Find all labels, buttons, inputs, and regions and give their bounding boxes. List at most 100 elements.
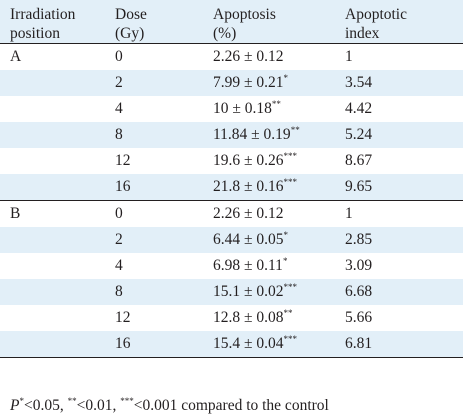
cell-apoptotic-index: 1 xyxy=(337,200,463,227)
header-row: Irradiation position Dose (Gy) Apoptosis… xyxy=(0,0,463,44)
cell-apoptosis: 6.98 ± 0.11* xyxy=(205,253,337,279)
significance-marker: * xyxy=(283,73,289,83)
cell-apoptotic-index: 6.68 xyxy=(345,283,373,300)
footnote-text-2: <0.01, xyxy=(76,397,121,414)
apoptosis-value: 2.26 ± 0.12 xyxy=(213,205,284,222)
cell-apoptosis: 2.26 ± 0.12 xyxy=(205,43,337,70)
cell-apoptotic-index: 8.67 xyxy=(345,152,373,169)
significance-marker: ** xyxy=(290,125,300,135)
apoptosis-value: 10 ± 0.18 xyxy=(213,100,272,117)
header-dose: Dose (Gy) xyxy=(107,0,205,44)
cell-position xyxy=(0,96,107,122)
header-line: Apoptosis xyxy=(213,6,276,23)
apoptosis-value: 6.44 ± 0.05 xyxy=(213,231,284,248)
table-row: 16 15.4 ± 0.04*** 6.81 xyxy=(0,331,463,358)
cell-apoptosis: 6.44 ± 0.05* xyxy=(205,227,337,253)
apoptosis-value: 21.8 ± 0.16 xyxy=(213,178,284,195)
cell-apoptosis: 11.84 ± 0.19** xyxy=(205,122,337,148)
cell-apoptotic-index: 5.24 xyxy=(345,126,373,143)
cell-position xyxy=(0,227,107,253)
cell-position: A xyxy=(0,43,107,70)
apoptosis-value: 6.98 ± 0.11 xyxy=(213,257,283,274)
cell-dose: 4 xyxy=(115,257,123,274)
header-line: Irradiation xyxy=(10,6,76,23)
apoptosis-value: 15.1 ± 0.02 xyxy=(213,283,284,300)
cell-position: B xyxy=(0,200,107,227)
header-line: (%) xyxy=(213,25,237,42)
cell-dose: 4 xyxy=(115,100,123,117)
footnote-sig-3: *** xyxy=(120,396,134,406)
header-line: Dose xyxy=(115,6,147,23)
table-row: 4 10 ± 0.18** 4.42 xyxy=(0,96,463,122)
header-apoptosis: Apoptosis (%) xyxy=(205,0,337,44)
cell-position xyxy=(0,174,107,201)
significance-marker: ** xyxy=(271,99,281,109)
cell-dose: 2 xyxy=(115,231,123,248)
cell-apoptosis: 10 ± 0.18** xyxy=(205,96,337,122)
cell-dose: 16 xyxy=(107,331,205,358)
cell-position xyxy=(0,148,107,174)
significance-marker: *** xyxy=(283,334,298,344)
table-row: 16 21.8 ± 0.16*** 9.65 xyxy=(0,174,463,201)
significance-marker: *** xyxy=(283,151,298,161)
cell-apoptotic-index: 9.65 xyxy=(345,178,373,195)
table-row: 2 6.44 ± 0.05* 2.85 xyxy=(0,227,463,253)
apoptosis-value: 19.6 ± 0.26 xyxy=(213,152,284,169)
cell-apoptosis: 12.8 ± 0.08** xyxy=(205,305,337,331)
cell-dose: 2 xyxy=(115,74,123,91)
cell-dose: 0 xyxy=(107,200,205,227)
table-row: B 0 2.26 ± 0.12 1 xyxy=(0,200,463,227)
cell-dose: 16 xyxy=(115,178,131,195)
cell-dose: 8 xyxy=(115,126,123,143)
cell-position xyxy=(0,331,107,358)
cell-apoptosis: 7.99 ± 0.21* xyxy=(205,70,337,96)
significance-marker: * xyxy=(283,230,289,240)
footnote-sig-1: * xyxy=(19,396,24,406)
cell-position xyxy=(0,305,107,331)
table-row: 2 7.99 ± 0.21* 3.54 xyxy=(0,70,463,96)
header-line: (Gy) xyxy=(115,25,145,42)
cell-position xyxy=(0,279,107,305)
cell-apoptotic-index: 4.42 xyxy=(345,100,373,117)
cell-dose: 8 xyxy=(115,283,123,300)
table-body: A 0 2.26 ± 0.12 1 2 7.99 ± 0.21* 3.54 4 10 ± 0.1… xyxy=(0,43,463,358)
cell-apoptotic-index: 5.66 xyxy=(345,309,373,326)
table-row: 12 12.8 ± 0.08** 5.66 xyxy=(0,305,463,331)
header-line: Apoptotic xyxy=(345,6,407,23)
apoptosis-table: Irradiation position Dose (Gy) Apoptosis… xyxy=(0,0,463,358)
cell-apoptotic-index: 3.54 xyxy=(345,74,373,91)
cell-apoptosis: 15.1 ± 0.02*** xyxy=(205,279,337,305)
footnote-text-3: <0.001 compared to the control xyxy=(133,397,329,414)
cell-dose: 0 xyxy=(107,43,205,70)
cell-position xyxy=(0,70,107,96)
table-row: 8 11.84 ± 0.19** 5.24 xyxy=(0,122,463,148)
header-irradiation-position: Irradiation position xyxy=(0,0,107,44)
apoptosis-value: 2.26 ± 0.12 xyxy=(213,48,284,65)
apoptosis-value: 11.84 ± 0.19 xyxy=(213,126,291,143)
cell-dose: 12 xyxy=(115,152,131,169)
apoptosis-value: 7.99 ± 0.21 xyxy=(213,74,284,91)
table-row: 12 19.6 ± 0.26*** 8.67 xyxy=(0,148,463,174)
cell-position xyxy=(0,122,107,148)
significance-marker: ** xyxy=(283,308,293,318)
footnote-text-1: <0.05, xyxy=(23,397,68,414)
cell-position xyxy=(0,253,107,279)
table-row: 4 6.98 ± 0.11* 3.09 xyxy=(0,253,463,279)
significance-marker: *** xyxy=(283,282,298,292)
cell-apoptotic-index: 1 xyxy=(337,43,463,70)
cell-apoptosis: 21.8 ± 0.16*** xyxy=(205,174,337,201)
footnote-p-symbol: P xyxy=(10,397,20,414)
header-apoptotic-index: Apoptotic index xyxy=(337,0,463,44)
cell-dose: 12 xyxy=(115,309,131,326)
significance-marker: * xyxy=(282,256,288,266)
significance-marker: *** xyxy=(283,177,298,187)
header-line: position xyxy=(10,25,60,42)
apoptosis-value: 15.4 ± 0.04 xyxy=(213,335,284,352)
cell-apoptotic-index: 2.85 xyxy=(345,231,373,248)
apoptosis-value: 12.8 ± 0.08 xyxy=(213,309,284,326)
cell-apoptotic-index: 3.09 xyxy=(345,257,373,274)
cell-apoptosis: 19.6 ± 0.26*** xyxy=(205,148,337,174)
footnote-sig-2: ** xyxy=(67,396,77,406)
table-row: A 0 2.26 ± 0.12 1 xyxy=(0,43,463,70)
